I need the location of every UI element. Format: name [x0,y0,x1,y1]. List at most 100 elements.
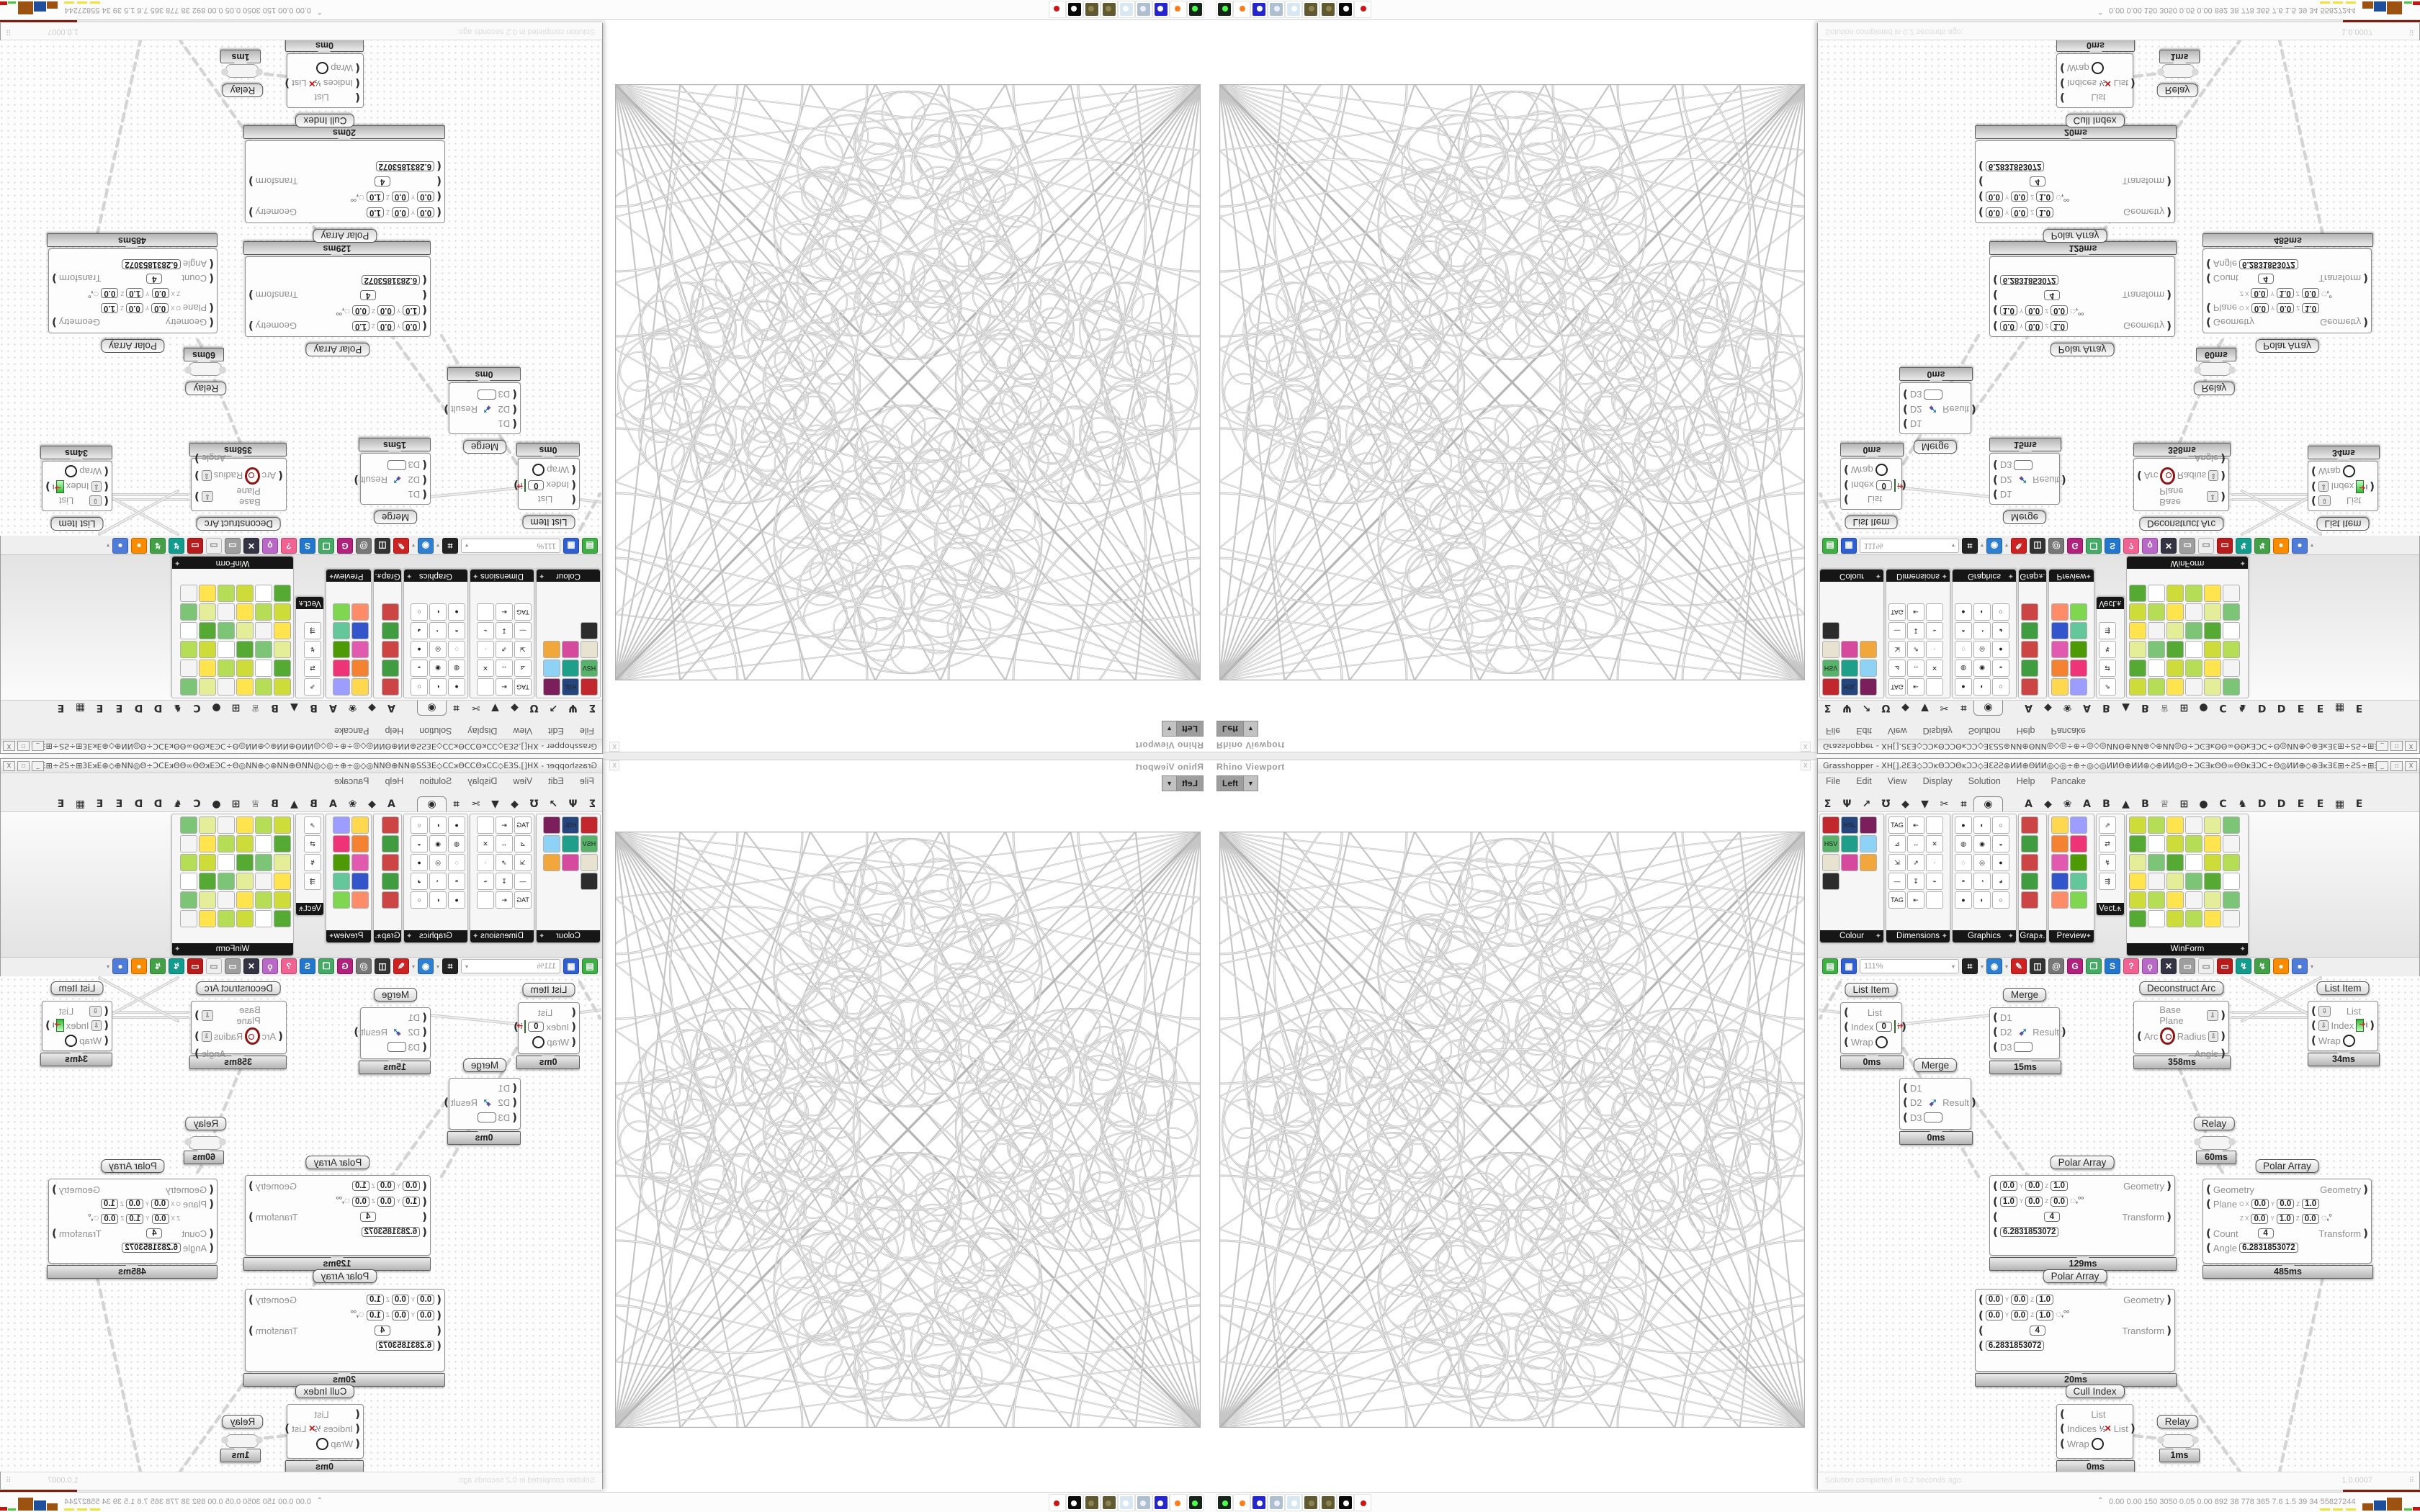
scroll-icon[interactable] [1268,1,1285,18]
cylinder-red-icon[interactable]: ▭ [2217,538,2233,554]
menu-item-solution[interactable]: Solution [1968,775,2001,786]
pen-icon[interactable]: ✎ [2011,538,2027,554]
component-icon[interactable]: ○ [1992,891,2009,909]
component-icon[interactable] [274,585,291,602]
palette-label[interactable]: Graphics ✦ [404,930,467,942]
tab-glyph[interactable]: E [2355,702,2363,714]
component-icon[interactable]: ○ [411,678,428,696]
component-icon[interactable] [2223,891,2240,909]
camera-icon[interactable]: ◫ [2030,538,2046,554]
open-folder-icon[interactable]: ▤ [582,538,598,554]
tab-glyph[interactable]: ✂ [471,702,480,714]
zoom-input[interactable]: 111% ▾ [461,539,560,553]
component-icon[interactable]: ⇤ [1907,603,1924,621]
component-icon[interactable] [2129,678,2146,696]
tab-glyph[interactable]: B [2102,702,2110,714]
palette-label[interactable]: Colour ✦ [1820,930,1883,942]
maximize-button[interactable]: □ [2390,760,2403,771]
node-label[interactable]: Relay [2156,1415,2198,1428]
component-icon[interactable]: ◎ [1973,641,1991,658]
component-icon[interactable]: ◐ [1973,816,1991,834]
component-icon[interactable] [2129,873,2146,890]
cylinder-red-icon[interactable]: ▭ [187,958,203,974]
floppy64-icon[interactable] [1250,1494,1268,1511]
component-icon[interactable]: ⇗ [2099,678,2116,696]
node-polar-labeled[interactable]: (Geometry Geometry) (Plane O X 0.0 Y 0.0 Z 1.0 … [48,1179,218,1264]
component-icon[interactable]: ⌁ [477,622,494,639]
component-icon[interactable] [1841,835,1858,852]
sphere-orange-icon[interactable]: ● [130,538,147,554]
component-icon[interactable]: ◔ [429,622,447,639]
component-icon[interactable]: ◓ [448,873,465,890]
component-icon[interactable] [199,910,216,927]
maximize-button[interactable]: □ [2390,741,2403,752]
component-icon[interactable] [2148,678,2165,696]
component-icon[interactable]: TAG [1888,603,1906,621]
tab-glyph[interactable]: B [271,798,279,810]
chevron-up-icon[interactable]: ⌃ [316,1497,323,1505]
component-icon[interactable]: ◐ [1973,603,1991,621]
component-icon[interactable] [180,891,197,909]
component-icon[interactable]: ⇗ [1907,854,1924,871]
component-icon[interactable] [2185,873,2202,890]
component-icon[interactable] [274,910,291,927]
component-icon[interactable] [2129,660,2146,677]
tab-glyph[interactable]: ✂ [1940,702,1949,714]
tab-glyph[interactable]: ♕ [251,798,260,810]
tab-glyph[interactable]: ↗ [1862,798,1871,810]
palette-label[interactable]: Dimensions ✦ [470,930,534,942]
component-icon[interactable] [2070,835,2087,852]
node-label[interactable]: List Item [1845,516,1898,529]
component-icon[interactable]: HSL [1841,678,1858,696]
cylinder-red-icon[interactable]: ▭ [2217,958,2233,974]
component-icon[interactable] [543,816,560,834]
component-icon[interactable]: ⇗ [304,816,321,834]
component-icon[interactable]: ⇶ [2099,873,2116,890]
save-icon[interactable]: ▦ [1841,538,1857,554]
firefox-icon[interactable] [1170,1,1187,18]
component-icon[interactable] [2051,641,2069,658]
chevron-up-icon[interactable]: ⌃ [2097,1497,2104,1505]
component-icon[interactable]: ✕ [1926,835,1943,852]
medal-icon[interactable] [1354,1,1371,18]
component-icon[interactable]: ◒ [411,835,428,852]
component-icon[interactable] [218,891,235,909]
resize-grip[interactable]: ⠿ [2408,1477,2415,1485]
sphere-blue-icon[interactable]: ● [2292,958,2308,974]
component-icon[interactable] [2185,660,2202,677]
cylinder-gray-icon[interactable]: ▭ [224,958,241,974]
tab-glyph[interactable]: E [96,798,104,810]
view-selector-label[interactable]: Left [1217,776,1243,791]
node-merge[interactable]: (D1 (D2 ➹ Result) (D3 [1899,1078,1976,1130]
component-icon[interactable]: ⇲ [1888,854,1906,871]
cat-icon[interactable] [1066,1,1083,18]
tab-glyph[interactable]: D [153,798,163,810]
tab-glyph[interactable]: A [2083,798,2091,810]
caret-icon[interactable]: ▾ [2005,542,2009,549]
component-icon[interactable] [255,603,272,621]
component-icon[interactable] [333,891,350,909]
node-label[interactable]: Relay [2193,1117,2235,1130]
component-icon[interactable] [180,835,197,852]
menu-item-solution[interactable]: Solution [419,726,452,737]
tab-glyph[interactable]: ❀ [348,702,357,714]
component-icon[interactable]: ↔ [1907,660,1924,677]
component-icon[interactable] [2148,910,2165,927]
palette-label[interactable]: WinForm ✦ [2127,943,2248,955]
tab-glyph[interactable]: Σ [588,702,596,714]
menu-item-pancake[interactable]: Pancake [2051,775,2087,786]
tab-glyph[interactable]: ◆ [511,798,519,810]
node-label[interactable]: List Item [50,517,104,531]
window-icon[interactable]: ❐ [318,958,334,974]
component-icon[interactable] [2051,603,2069,621]
component-icon[interactable]: ◌ [448,641,465,658]
at-icon[interactable]: @ [2048,538,2065,554]
component-icon[interactable]: ⌁ [1926,873,1943,890]
node-label[interactable]: List Item [2316,981,2370,995]
knot-icon[interactable] [1319,1,1337,18]
component-icon[interactable] [218,603,235,621]
component-icon[interactable] [2129,622,2146,639]
bulb-icon[interactable]: ϙ [261,538,278,554]
palette-label[interactable]: Colour ✦ [537,570,600,582]
